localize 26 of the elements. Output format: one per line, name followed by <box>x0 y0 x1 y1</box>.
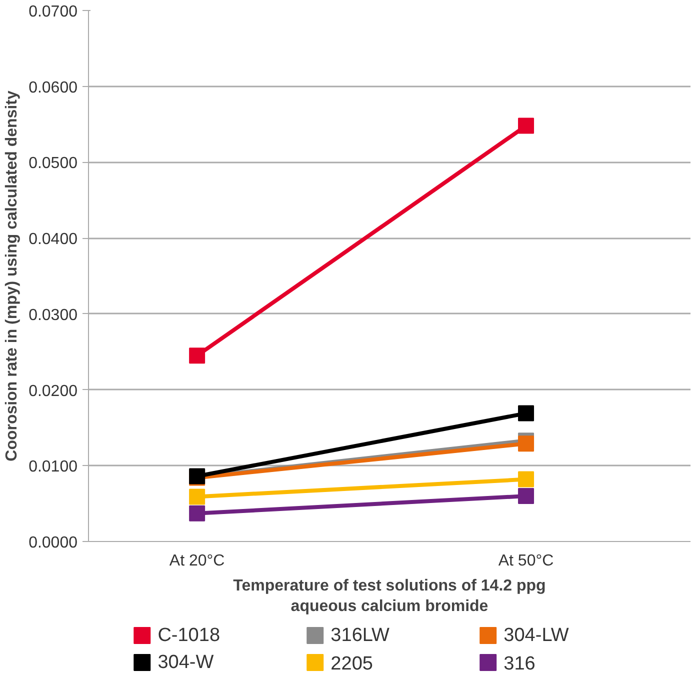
legend-label: 2205 <box>330 654 373 674</box>
x-axis-title: Temperature of test solutions of 14.2 ppg aqueous calcium bromide <box>233 578 546 615</box>
point <box>189 488 206 505</box>
legend-label: 316 <box>504 654 536 674</box>
point <box>518 471 534 488</box>
x-tick-label: At 20°C <box>169 552 225 570</box>
legend-label: C-1018 <box>158 625 220 646</box>
point <box>518 488 534 504</box>
point <box>518 405 534 422</box>
x-tick-label: At 50°C <box>498 552 554 570</box>
y-tick-label: 0.0200 <box>28 382 78 400</box>
point <box>189 505 206 522</box>
point <box>518 118 534 134</box>
y-tick-label: 0.0700 <box>28 4 78 20</box>
y-tick-label: 0.0300 <box>28 306 78 324</box>
y-tick-label: 0.0100 <box>28 458 78 476</box>
y-tick-label: 0.0500 <box>28 155 78 172</box>
point <box>189 348 206 364</box>
y-axis-title: Coorosion rate in (mpy) using calculated density <box>4 90 21 462</box>
legend-label: 304-W <box>158 652 214 673</box>
legend-label: 304-LW <box>504 625 569 646</box>
y-tick-label: 0.0400 <box>28 231 78 248</box>
point <box>518 436 534 452</box>
y-tick-label: 0.0600 <box>28 79 78 96</box>
y-tick-label: 0.0000 <box>28 534 78 552</box>
legend-label: 316LW <box>330 625 390 646</box>
